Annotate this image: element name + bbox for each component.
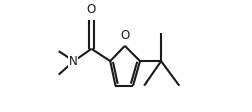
Text: N: N bbox=[69, 55, 78, 68]
Text: O: O bbox=[87, 3, 96, 16]
Text: O: O bbox=[120, 29, 130, 42]
